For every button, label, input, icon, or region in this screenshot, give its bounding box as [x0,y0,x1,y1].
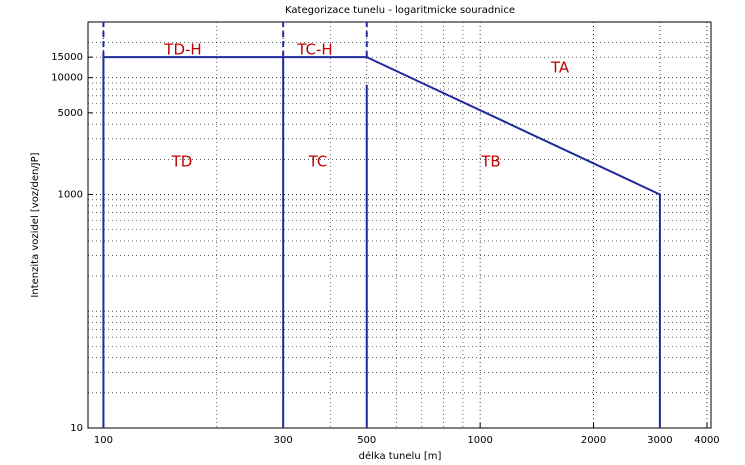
y-axis-label: Intenzita vozidel [voz/den/JP] [30,152,41,297]
region-label: TB [480,153,500,171]
region-label: TD-H [163,41,201,59]
y-tick-label: 5000 [58,108,83,119]
x-tick-label: 500 [357,435,376,446]
x-tick-label: 2000 [581,435,606,446]
x-tick-label: 300 [274,435,293,446]
x-tick-label: 3000 [647,435,672,446]
region-label: TA [550,59,570,77]
x-tick-label: 100 [94,435,113,446]
x-tick-label: 1000 [467,435,492,446]
chart-title: Kategorizace tunelu - logaritmicke soura… [285,5,515,16]
y-tick-label: 1000 [58,189,83,200]
y-tick-label: 10 [70,423,83,434]
y-tick-label: 10000 [51,73,83,84]
region-label: TD [171,153,193,171]
x-tick-label: 4000 [694,435,719,446]
plot-area [87,21,712,429]
x-axis-label: délka tunelu [m] [359,450,442,462]
y-tick-label: 15000 [51,52,83,63]
region-label: TC-H [296,41,332,59]
region-label: TC [308,153,328,171]
